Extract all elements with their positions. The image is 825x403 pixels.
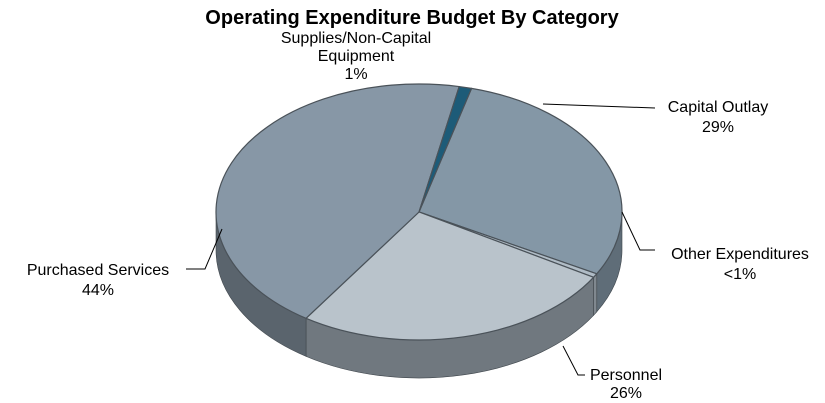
leader-line-capital-outlay [542, 103, 656, 109]
leader-lines [186, 103, 656, 376]
slice-label-capital-outlay: Capital Outlay [668, 99, 769, 116]
slice-pct-personnel: 26% [610, 385, 642, 402]
slice-label-other-expenditures: Other Expenditures [671, 246, 809, 263]
pie-slice-personnel [305, 211, 595, 341]
pie-slice-capital-outlay [418, 87, 623, 275]
leader-line-other-expenditures [621, 211, 655, 251]
pie-slice-supplies [418, 85, 473, 213]
pie-slice-purchased-services [215, 83, 460, 319]
leader-line-personnel [562, 345, 585, 376]
slice-pct-capital-outlay: 29% [702, 119, 734, 136]
slice-label-purchased-services: Purchased Services [27, 262, 169, 279]
slice-pct-other-expenditures: <1% [724, 266, 756, 283]
slice-label-supplies-line2: Equipment [318, 48, 395, 65]
slice-pct-supplies: 1% [344, 66, 367, 83]
chart-title: Operating Expenditure Budget By Category [205, 7, 619, 29]
leader-line-purchased-services [186, 228, 223, 270]
pie-tops [215, 83, 623, 341]
slice-label-supplies: Supplies/Non-Capital [281, 30, 431, 47]
slice-label-personnel: Personnel [590, 367, 662, 384]
slice-pct-purchased-services: 44% [82, 282, 114, 299]
pie-side-other-expenditures [593, 273, 598, 317]
